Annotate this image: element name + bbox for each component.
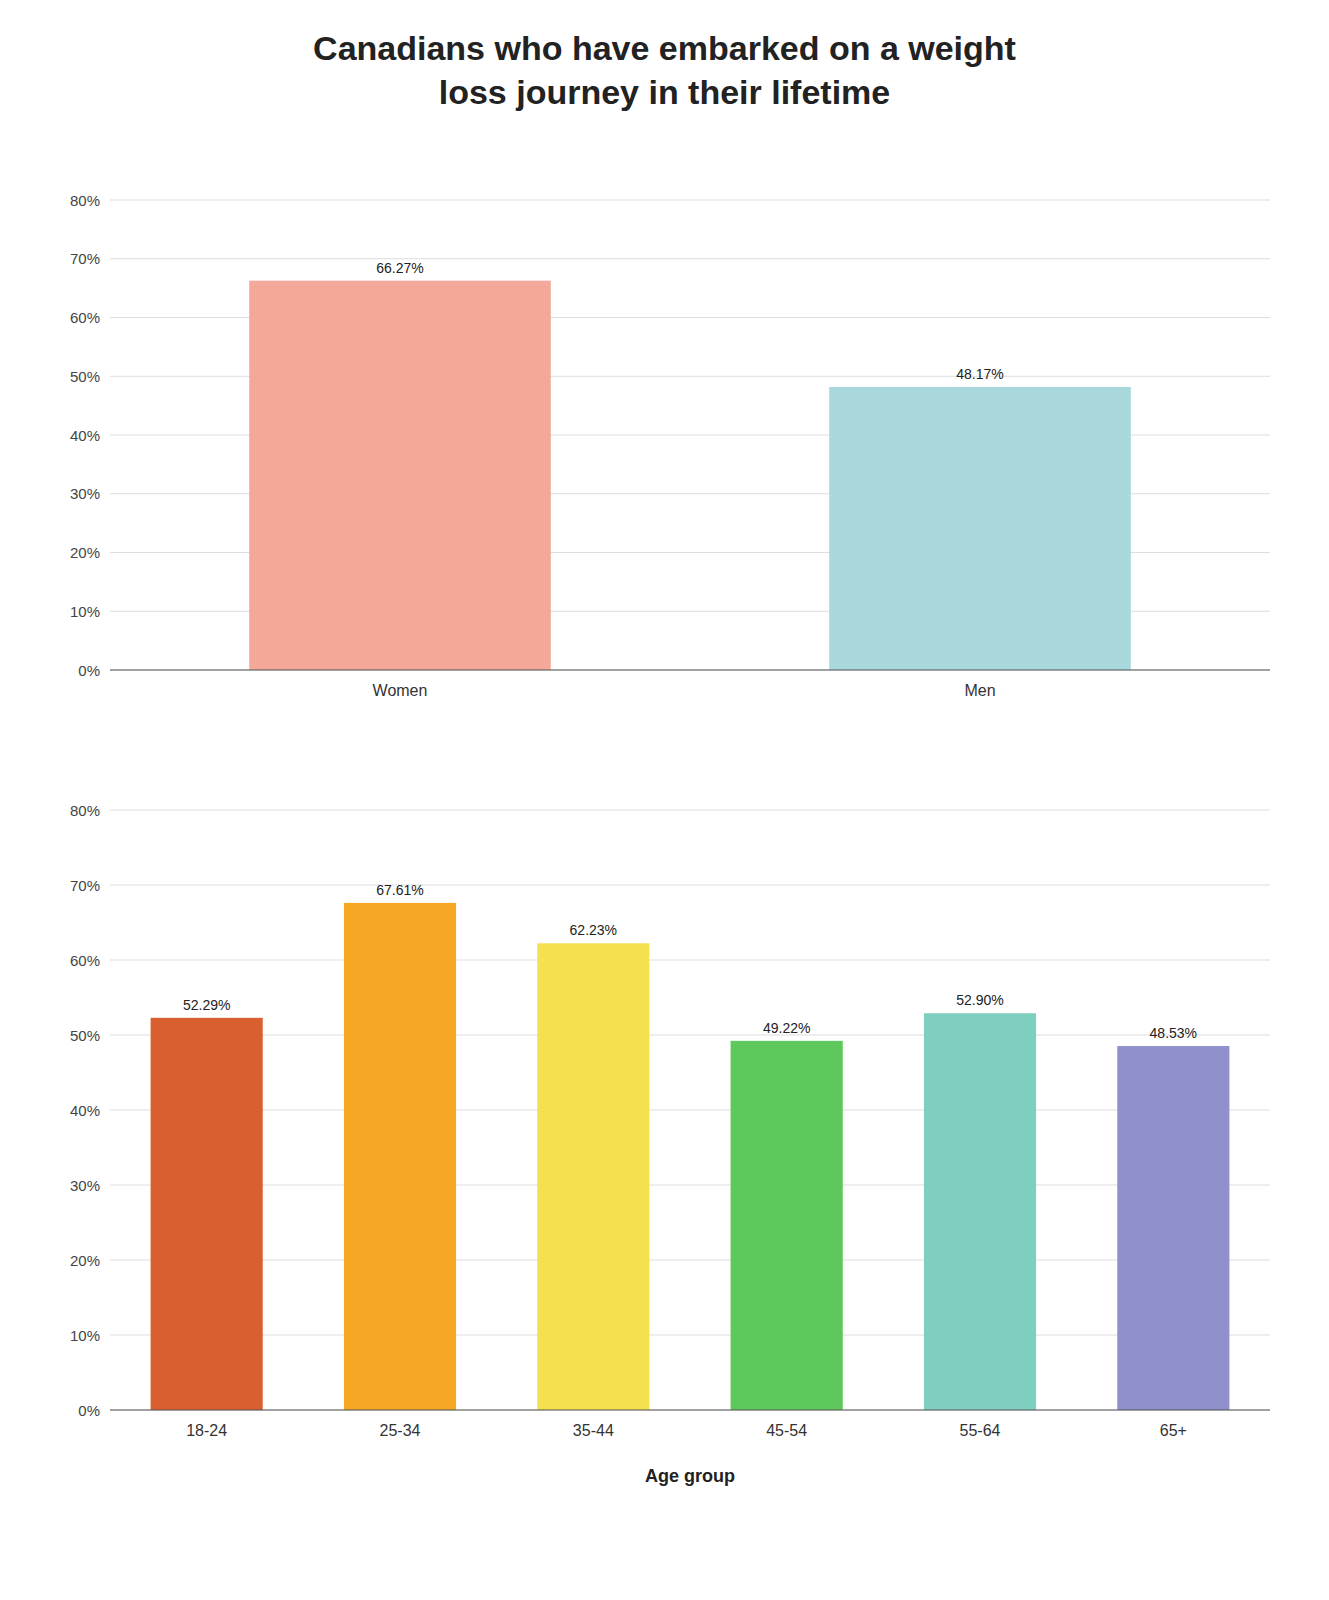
chart-canvas: Canadians who have embarked on a weight l… (0, 0, 1329, 1600)
y-tick-label: 20% (70, 1252, 100, 1269)
y-tick-label: 60% (70, 952, 100, 969)
y-tick-label: 50% (70, 368, 100, 385)
bar (249, 281, 551, 670)
y-tick-label: 40% (70, 1102, 100, 1119)
data-label: 67.61% (376, 882, 423, 898)
chart-title: Canadians who have embarked on a weight l… (313, 29, 1016, 111)
y-tick-label: 30% (70, 485, 100, 502)
grid-line (110, 200, 1270, 201)
data-label: 52.29% (183, 997, 230, 1013)
grid-line (110, 670, 1270, 671)
data-label: 62.23% (570, 922, 617, 938)
x-tick-label: Men (964, 682, 995, 699)
bars (249, 281, 1131, 670)
y-tick-label: 50% (70, 1027, 100, 1044)
bar (151, 1018, 263, 1410)
x-tick-label: 18-24 (186, 1422, 227, 1439)
y-tick-label: 0% (78, 662, 100, 679)
bar (829, 387, 1131, 670)
y-tick-label: 70% (70, 250, 100, 267)
grid-line (110, 1410, 1270, 1411)
x-axis-line (110, 669, 1270, 670)
x-axis-label: Age group (645, 1466, 735, 1486)
grid-line (110, 960, 1270, 961)
x-tick-label: 55-64 (960, 1422, 1001, 1439)
y-tick-label: 70% (70, 877, 100, 894)
grid-line (110, 1185, 1270, 1186)
x-tick-label: 35-44 (573, 1422, 614, 1439)
grid-line (110, 810, 1270, 811)
data-label: 48.17% (956, 366, 1003, 382)
x-tick-label: 45-54 (766, 1422, 807, 1439)
data-label: 66.27% (376, 260, 423, 276)
grid-line (110, 258, 1270, 259)
data-label: 49.22% (763, 1020, 810, 1036)
y-tick-label: 0% (78, 1402, 100, 1419)
y-tick-label: 10% (70, 603, 100, 620)
y-tick-label: 10% (70, 1327, 100, 1344)
y-tick-label: 80% (70, 802, 100, 819)
x-axis-line (110, 1409, 1270, 1410)
y-tick-label: 80% (70, 192, 100, 209)
bar (1117, 1046, 1229, 1410)
bar (731, 1041, 843, 1410)
grid-line (110, 1260, 1270, 1261)
data-label: 48.53% (1150, 1025, 1197, 1041)
bars (151, 903, 1230, 1410)
x-tick-label: 65+ (1160, 1422, 1187, 1439)
grid-line (110, 1110, 1270, 1111)
grid-line (110, 1335, 1270, 1336)
y-tick-label: 30% (70, 1177, 100, 1194)
y-tick-label: 60% (70, 309, 100, 326)
bar (537, 943, 649, 1410)
grid-line (110, 885, 1270, 886)
chart: 0% 10% 20% 30% 40% 50% 60% 70% 80% 52.29% 67.61% 62… (70, 802, 1270, 1487)
y-tick-label: 40% (70, 427, 100, 444)
chart: 0% 10% 20% 30% 40% 50% 60% 70% 80% 66.27% 48.17% Wo… (70, 192, 1270, 700)
title-line: Canadians who have embarked on a weight (313, 29, 1016, 67)
bar (924, 1013, 1036, 1410)
title-line: loss journey in their lifetime (439, 73, 891, 111)
bar (344, 903, 456, 1410)
y-tick-label: 20% (70, 544, 100, 561)
page: {"chart_data": [ {"type": "bar", "title"… (0, 0, 1329, 1600)
data-label: 52.90% (956, 992, 1003, 1008)
x-tick-label: 25-34 (380, 1422, 421, 1439)
grid-line (110, 1035, 1270, 1036)
x-tick-label: Women (373, 682, 428, 699)
